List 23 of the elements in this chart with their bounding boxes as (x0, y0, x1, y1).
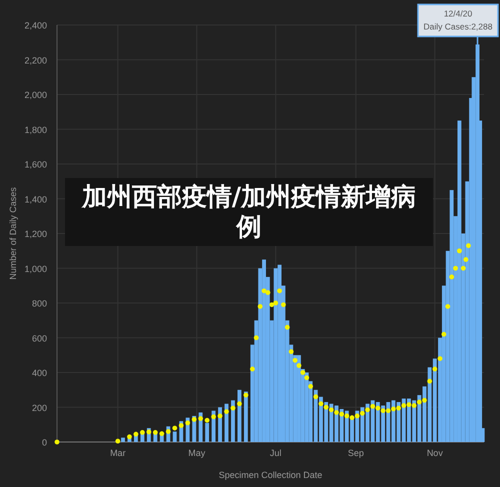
y-tick-label: 800 (32, 298, 47, 308)
y-tick-label: 2,400 (24, 20, 47, 30)
x-tick-label: Sep (348, 448, 364, 458)
y-tick-label: 600 (32, 333, 47, 344)
text: 加州西部疫情/加州疫情新增病例 (65, 178, 433, 246)
annotation: Daily Cases:2,288 (424, 21, 493, 32)
y-tick-label: 200 (32, 402, 47, 413)
x-tick-label: Nov (426, 448, 444, 458)
x-tick-label: Mar (110, 448, 126, 458)
y-tick-label: 2,200 (24, 55, 47, 66)
y-axis-title: Number of Daily Cases (8, 186, 18, 280)
y-tick-label: 1,200 (24, 229, 47, 239)
y-tick-label: 2,000 (24, 90, 47, 100)
y-tick-label: 1,600 (24, 160, 47, 170)
x-axis-title: Specimen Collection Date (218, 470, 322, 480)
x-tick-label: May (188, 448, 206, 458)
y-tick-label: 1,800 (24, 124, 47, 135)
x-tick-label: Jul (270, 448, 282, 458)
y-tick-label: 1,000 (24, 264, 47, 274)
y-tick-label: 0 (42, 438, 47, 448)
y-tick-label: 400 (32, 368, 47, 378)
text: 12/4/20 (444, 8, 472, 18)
y-tick-label: 1,400 (24, 194, 47, 204)
